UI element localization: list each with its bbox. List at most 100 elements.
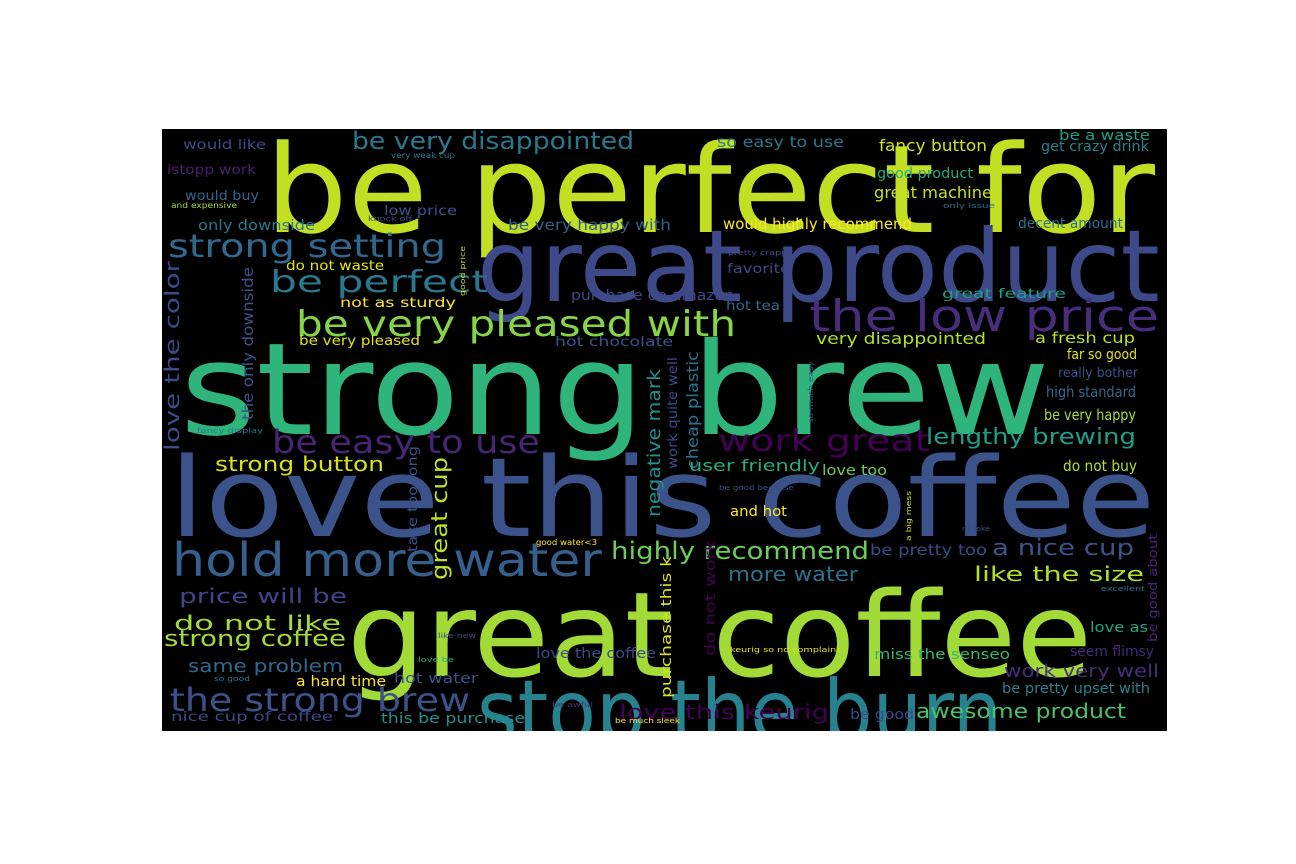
word-be-good-because: be good because — [719, 484, 794, 492]
word-would-highly-recommend: would highly recommend — [723, 215, 912, 233]
word-like-new: like new — [438, 632, 477, 640]
word-love-this-keurig: love this keurig — [619, 700, 829, 724]
word-love-the-color: love the color — [162, 260, 184, 451]
word-be-very-pleased: be very pleased — [299, 334, 420, 349]
word-be-a-waste: be a waste — [1059, 129, 1150, 144]
word-strong-setting: strong setting — [168, 227, 447, 265]
word-great-coffee: great coffee — [347, 566, 1093, 704]
word-cheap-plastic: cheap plastic — [683, 351, 702, 469]
word-be-perfect: be perfect — [270, 265, 488, 300]
word-get-crazy-drink: get crazy drink — [1041, 139, 1150, 155]
word-the-only-downside: the only downside — [239, 267, 257, 420]
word-like-the-size: like the size — [974, 562, 1144, 586]
word-would-like: would like — [183, 138, 267, 153]
word-good-product: good product — [877, 166, 973, 182]
word-very-disappointed: very disappointed — [816, 329, 986, 348]
word-hot-chocolate: hot chocolate — [555, 335, 674, 350]
word-far-so-good: far so good — [1067, 347, 1138, 363]
word-do-not-work: do not work — [703, 539, 719, 656]
word-excellent: excellent — [1101, 585, 1146, 593]
word-a-hard-time: a hard time — [296, 674, 387, 690]
word-high-standard: high standard — [1046, 383, 1136, 401]
word-be-good: be good — [850, 707, 915, 723]
word-great-cup: great cup — [428, 456, 453, 580]
word-be-pretty-upset-with: be pretty upset with — [1002, 681, 1151, 697]
word-and-expensive: and expensive — [171, 201, 238, 210]
word-stop-the-burn: stop the burn — [477, 662, 1003, 731]
word-be-very-disappointed: be very disappointed — [352, 129, 635, 155]
word-fancy-button: fancy button — [879, 136, 988, 155]
word-good-price: good price — [459, 245, 467, 296]
word-love-as: love as — [1090, 620, 1149, 636]
word-hot-water: hot water — [394, 671, 479, 687]
word-love-the-coffee: love the coffee — [536, 646, 657, 662]
word-decent-amount: decent amount — [1018, 216, 1124, 232]
word-negative-mark: negative mark — [644, 369, 665, 517]
word-hold-more-water: hold more water — [172, 533, 602, 587]
word-not-as-sturdy: not as sturdy — [340, 296, 456, 311]
word-low-price: low price — [384, 204, 458, 219]
word-work-quite-well: work quite well — [666, 356, 681, 469]
word-this-be-purchase: this be purchase — [381, 711, 525, 727]
word-fancy-display: fancy display — [197, 427, 264, 435]
word-purchase-on-amazon: purchase on amazon — [571, 288, 734, 304]
word-the-low-price: the low price — [809, 291, 1160, 342]
word-take-too-long: take too long — [406, 446, 421, 552]
word-favorite: favorite — [727, 262, 791, 277]
word-no-joke: no joke — [962, 525, 991, 533]
word-love-be: love be — [418, 656, 454, 664]
word-be-much-sleek: be much sleek — [615, 717, 681, 725]
word-good-water-3: good water<3 — [536, 538, 598, 547]
word-strong-coffee: strong coffee — [164, 627, 347, 652]
word-so-much-easy: so much easy — [807, 361, 815, 423]
word-very-weak-cup: very weak cup — [391, 151, 456, 160]
word-great-product: great product — [477, 208, 1160, 325]
word-knock-off: knock off — [368, 215, 413, 223]
word-do-not-like: do not like — [174, 611, 341, 635]
word-nice-cup-of-coffee: nice cup of coffee — [171, 710, 333, 725]
word-strong-button: strong button — [215, 452, 385, 476]
word-more-water: more water — [728, 562, 859, 586]
word-do-not-waste: do not waste — [286, 259, 385, 274]
word-purchase-this-k: purchase this k — [659, 556, 675, 698]
word-miss-the-senseo: miss the senseo — [874, 647, 1011, 663]
word-lengthy-brewing: lengthy brewing — [926, 425, 1136, 450]
word-would-buy: would buy — [185, 189, 259, 204]
word-and-hot: and hot — [730, 504, 787, 520]
word-really-bother: really bother — [1058, 366, 1138, 381]
word-istopp-work: istopp work — [167, 163, 256, 178]
word-seem-flimsy: seem flimsy — [1070, 644, 1155, 660]
word-be-very-happy: be very happy — [1044, 406, 1136, 424]
word-same-problem: same problem — [188, 656, 344, 677]
word-pretty-crappy: pretty crappy — [728, 249, 794, 257]
word-awesome-product: awesome product — [916, 699, 1127, 723]
word-be-perfect-for: be perfect for — [265, 129, 1156, 261]
word-be-easy-to-use: be easy to use — [272, 423, 540, 461]
word-so-good: so good — [214, 675, 251, 683]
word-only-issue: only issue — [943, 202, 995, 210]
word-do-not-buy: do not buy — [1063, 457, 1138, 475]
word-a-nice-cup: a nice cup — [992, 536, 1135, 561]
word-a-fresh-cup: a fresh cup — [1035, 329, 1135, 347]
word-cloud: be perfect for great product strong brew lo… — [162, 129, 1167, 731]
word-user-friendly: user friendly — [689, 456, 821, 475]
word-be-pretty-too: be pretty too — [870, 541, 988, 559]
word-be-very-happy-with: be very happy with — [508, 216, 672, 234]
word-work-great: work great — [718, 424, 931, 459]
word-love-this-coffee: love this coffee — [169, 434, 1156, 562]
word-only-downside: only downside — [198, 218, 316, 234]
word-work-very-well: work very well — [1004, 661, 1160, 682]
word-keurig-so-no-complaint: keurig so no complaint — [730, 646, 841, 654]
word-be-good-about: be good about — [1146, 533, 1160, 642]
word-great-feature: great feature — [942, 287, 1066, 302]
word-great-machine: great machine — [874, 183, 993, 202]
word-a-big-mess: a big mess — [905, 490, 913, 541]
word-strong-brew: strong brew — [180, 316, 1051, 465]
word-highly-recommend: highly recommend — [611, 537, 870, 565]
word-so-easy-to-use: so easy to use — [717, 133, 845, 151]
word-the-strong-brew: the strong brew — [170, 681, 470, 719]
word-price-will-be: price will be — [179, 584, 348, 608]
word-love-too: love too — [822, 463, 888, 479]
word-be-awful: be awful — [552, 701, 594, 709]
word-be-very-pleased-with: be very pleased with — [296, 304, 737, 345]
